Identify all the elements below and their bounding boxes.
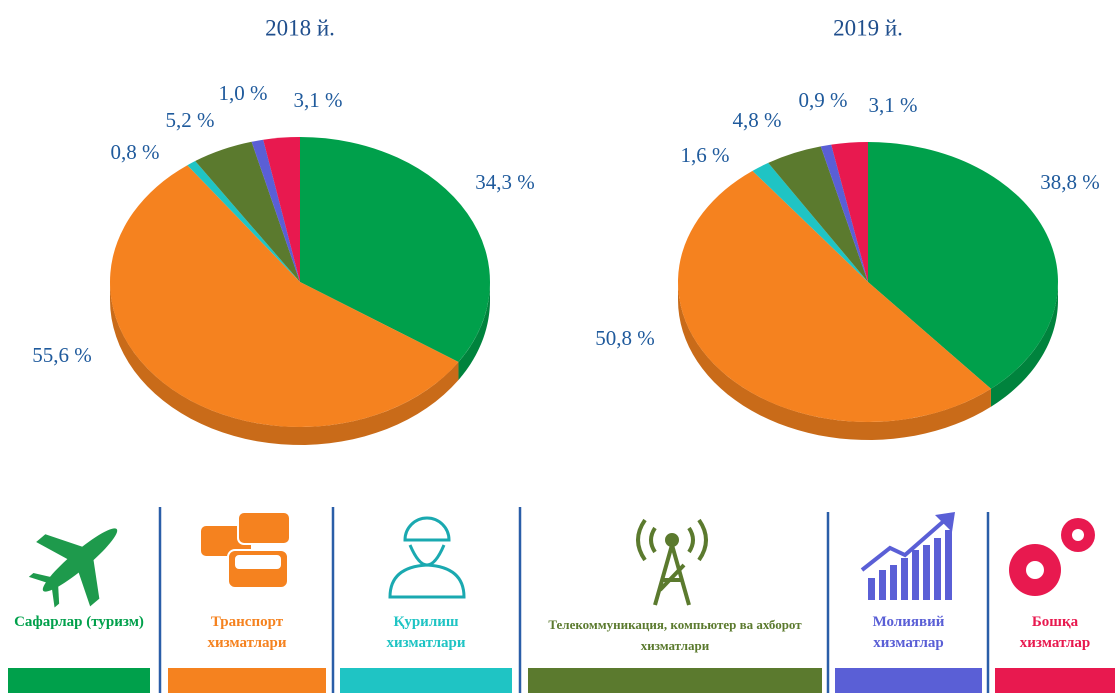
pie-slice [195,141,300,282]
value-label: 3,1 % [294,88,343,112]
pie-slice [263,137,300,282]
value-label: 34,3 % [475,170,535,194]
pie-slice [768,146,868,282]
legend-label: Телекоммуникация, компьютер ва ахборот х… [548,617,802,653]
pie-side [458,282,490,380]
plane-icon [28,528,118,608]
worker-icon [388,516,466,599]
value-label: 1,6 % [681,143,730,167]
value-label: 4,8 % [733,108,782,132]
legend-bar [835,668,982,693]
legend-bar [528,668,822,693]
growth-icon [860,512,955,600]
pie-slice [820,144,868,282]
pie-slice [831,142,868,282]
value-label: 0,9 % [799,88,848,112]
value-label: 50,8 % [595,326,655,350]
legend-label: Сафарлар (туризм) [14,614,144,630]
value-label: 5,2 % [166,108,215,132]
tower-icon [636,518,708,606]
pie-slice [187,161,300,282]
value-label: 3,1 % [869,93,918,117]
legend-bar [8,668,150,693]
legend-bar [995,668,1115,693]
legend-label: Қурилиш хизматлари [386,614,466,651]
pie-slice [868,142,1058,389]
value-label: 38,8 % [1040,170,1100,194]
pie-slice [251,139,300,282]
legend-label: Бошқа хизматлар [1019,614,1091,651]
gears-icon [1009,518,1095,596]
cars-icon [199,511,291,589]
legend-label: Транспорт хизматлари [207,614,287,651]
pie-slice [300,137,490,362]
pie-title: 2018 й. [265,15,335,40]
pie-slice [752,162,868,282]
legend-bar [340,668,512,693]
separators [158,507,990,693]
pie-title: 2019 й. [833,15,903,40]
legend-label: Молиявий хизматлар [872,614,945,651]
pie-slice [109,165,459,428]
pie-side [990,282,1058,407]
legend-bar [168,668,326,693]
pie-side [678,282,991,440]
pie-slice [677,170,991,423]
value-label: 55,6 % [32,343,92,367]
value-label: 0,8 % [111,140,160,164]
pie-side [110,282,459,445]
value-label: 1,0 % [219,81,268,105]
